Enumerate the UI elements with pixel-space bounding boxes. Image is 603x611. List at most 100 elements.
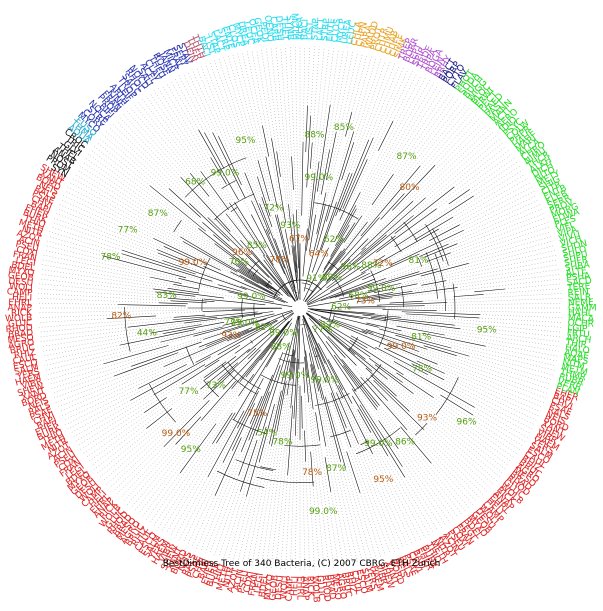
leaf-guide-line <box>457 208 543 244</box>
support-value-label: 88% <box>271 342 291 352</box>
tree-arc <box>185 346 195 365</box>
tree-branch <box>239 274 278 297</box>
support-value-label: 67% <box>289 235 309 245</box>
leaf-guide-line <box>454 146 507 188</box>
leaf-guide-line <box>349 124 488 260</box>
leaf-guide-line <box>371 371 497 482</box>
leaf-label: LEUC <box>345 21 359 46</box>
leaf-label: SALR <box>568 293 592 304</box>
leaf-guide-line <box>351 403 426 539</box>
tree-branch <box>335 208 357 247</box>
leaf-guide-line <box>384 169 523 256</box>
root-arc <box>273 279 322 299</box>
tree-arc <box>214 193 255 220</box>
leaf-guide-line <box>41 332 151 352</box>
leaf-guide-line <box>119 388 224 499</box>
support-value-label: 64% <box>309 250 329 260</box>
tree-branch <box>360 197 426 255</box>
leaf-label: LACT <box>315 17 327 41</box>
leaf-guide-line <box>38 288 168 299</box>
tree-branch <box>247 333 275 360</box>
leaf-label: TERE <box>566 282 591 294</box>
leaf-guide-line <box>356 80 430 209</box>
support-value-label: 85% <box>247 241 267 251</box>
leaf-label: MACA <box>568 313 595 324</box>
leaf-guide-line <box>103 380 218 482</box>
tree-arc <box>350 294 353 299</box>
leaf-guide-line <box>451 347 554 376</box>
leaf-label: GLUC <box>314 575 326 600</box>
leaf-guide-line <box>349 82 434 226</box>
tree-branch <box>146 408 173 429</box>
leaf-guide-line <box>444 373 539 417</box>
tree-branch <box>213 234 273 285</box>
leaf-guide-line <box>454 325 561 338</box>
leaf-guide-line <box>419 199 539 255</box>
support-value-label: 87% <box>326 464 346 474</box>
support-value-label: 96% <box>340 263 360 273</box>
leaf-guide-line <box>49 331 224 385</box>
tree-branch <box>316 204 330 251</box>
tree-branch <box>237 269 280 296</box>
leaf-label: SHFR <box>564 255 589 269</box>
tree-branch <box>271 359 290 447</box>
tree-branch <box>225 213 255 250</box>
leaf-guide-line <box>361 90 447 216</box>
leaf-guide-line <box>446 259 558 281</box>
leaf-guide-line <box>61 340 228 417</box>
leaf-guide-line <box>302 46 306 143</box>
tree-branch <box>240 439 258 492</box>
tree-branch <box>179 423 217 474</box>
leaf-guide-line <box>109 399 204 489</box>
leaf-label: RICK <box>11 308 33 318</box>
leaf-guide-line <box>99 352 248 478</box>
leaf-label: BDEL <box>258 573 271 598</box>
tree-branch <box>315 347 347 428</box>
leaf-guide-line <box>385 222 548 279</box>
support-value-label: 81% <box>409 256 429 266</box>
tree-branch <box>361 330 419 352</box>
tree-branch <box>184 311 274 324</box>
tree-branch <box>293 246 298 273</box>
tree-branch <box>150 324 202 334</box>
leaf-guide-line <box>38 298 160 303</box>
leaf-label: ANAP <box>299 576 309 601</box>
support-value-label: 99.0% <box>367 284 396 294</box>
leaf-label: SACD <box>566 276 592 288</box>
support-value-label: 78% <box>272 437 292 447</box>
tree-branch <box>360 165 421 237</box>
leaf-label: ANAP <box>8 304 33 314</box>
leaf-label: CAMP <box>7 287 34 298</box>
leaf-label: CARB <box>268 16 280 42</box>
tree-branch <box>311 326 357 392</box>
tree-branch <box>342 137 374 209</box>
tree-branch <box>316 192 327 235</box>
leaf-guide-line <box>294 46 299 235</box>
tree-branch <box>251 214 276 261</box>
leaf-label: RHIZ <box>344 571 358 594</box>
leaf-guide-line <box>65 388 139 425</box>
tree-branch <box>222 390 259 463</box>
leaf-label: PEDI <box>257 21 270 43</box>
tree-branch <box>131 341 202 367</box>
tree-arc <box>227 362 261 390</box>
leaf-label: BRUC <box>339 572 353 599</box>
tree-arc <box>400 285 404 308</box>
tree-branch <box>334 305 425 308</box>
tree-branch <box>238 263 283 296</box>
tree-branch <box>307 308 375 314</box>
tree-branch <box>170 300 207 304</box>
support-value-label: 75% <box>247 409 267 419</box>
tree-branch <box>428 224 460 241</box>
tree-arc <box>435 377 459 415</box>
tree-branch <box>346 451 361 494</box>
leaf-guide-line <box>45 341 161 371</box>
tree-arc <box>425 252 438 299</box>
tree-branch <box>198 228 247 267</box>
leaf-guide-line <box>43 344 120 362</box>
tree-branch <box>121 253 213 282</box>
tree-branch <box>291 315 300 380</box>
tree-branch <box>349 339 404 375</box>
leaf-guide-line <box>242 443 270 564</box>
tree-branch <box>163 329 249 367</box>
